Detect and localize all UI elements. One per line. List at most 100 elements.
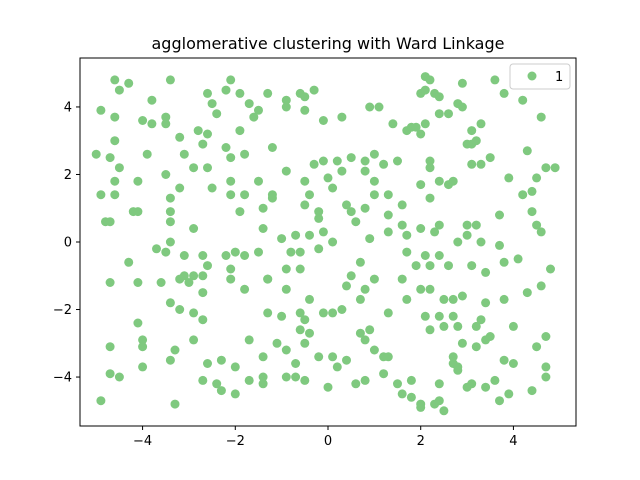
data-point (267, 193, 277, 203)
x-tick-label: 2 (417, 434, 425, 449)
data-point (499, 257, 509, 267)
data-point (165, 207, 175, 217)
data-point (281, 284, 291, 294)
data-point (240, 190, 250, 200)
data-point (420, 311, 430, 321)
data-point (355, 328, 365, 338)
data-point (221, 143, 231, 152)
data-point (513, 254, 523, 264)
data-point (342, 281, 351, 291)
data-point (337, 305, 347, 314)
data-point (138, 362, 148, 372)
data-point (281, 264, 291, 274)
data-point (300, 176, 310, 186)
data-point (179, 149, 189, 159)
data-point (138, 335, 148, 345)
data-point (379, 159, 389, 169)
data-point (546, 264, 555, 274)
data-point (221, 251, 231, 260)
data-point (203, 163, 212, 173)
data-point (439, 294, 449, 304)
data-point (105, 342, 115, 352)
data-point (416, 284, 426, 294)
data-point (277, 234, 287, 244)
data-point (388, 119, 398, 129)
data-point (138, 342, 148, 352)
data-point (198, 251, 208, 260)
data-point (114, 163, 124, 173)
data-point (536, 281, 546, 291)
data-point (328, 183, 338, 193)
data-point (434, 109, 444, 119)
data-point (309, 159, 319, 169)
data-point (156, 278, 166, 287)
data-point (300, 105, 310, 115)
data-point (133, 176, 143, 186)
data-point (323, 173, 333, 183)
data-point (434, 92, 444, 102)
data-point (457, 78, 467, 88)
data-point (254, 247, 263, 257)
data-point (383, 227, 393, 237)
data-point (527, 186, 537, 196)
data-point (397, 274, 407, 284)
data-point (189, 335, 199, 345)
data-point (147, 119, 157, 129)
data-point (397, 200, 407, 210)
data-point (360, 156, 370, 166)
data-point (453, 237, 463, 247)
data-point (314, 244, 324, 254)
data-point (147, 95, 157, 105)
data-point (360, 375, 370, 385)
data-point (508, 359, 518, 368)
data-point (448, 294, 458, 304)
data-point (416, 399, 426, 409)
data-point (425, 284, 435, 294)
y-axis-ticks: −4 −2 0 2 4 (53, 100, 80, 386)
data-point (383, 308, 393, 318)
data-point (235, 88, 245, 98)
data-point (490, 75, 500, 85)
data-point (471, 321, 481, 331)
data-point (495, 210, 504, 220)
data-point (314, 207, 324, 217)
data-point (462, 230, 472, 240)
data-point (365, 325, 375, 335)
data-point (300, 92, 310, 102)
data-point (281, 166, 291, 176)
data-point (295, 308, 305, 318)
data-point (365, 102, 375, 112)
data-point (110, 112, 120, 122)
data-point (346, 271, 356, 281)
data-point (448, 352, 458, 362)
data-point (481, 382, 491, 392)
y-tick-label: 0 (64, 236, 72, 251)
data-point (471, 342, 481, 352)
data-point (383, 352, 393, 362)
data-point (281, 95, 291, 105)
data-point (226, 190, 236, 200)
data-point (495, 396, 504, 406)
data-point (360, 166, 370, 176)
data-point (425, 261, 435, 271)
data-point (240, 284, 250, 294)
data-point (240, 251, 250, 260)
data-point (110, 190, 120, 200)
data-point (175, 132, 185, 142)
data-point (481, 267, 491, 277)
data-point (508, 321, 518, 331)
data-point (444, 109, 453, 119)
data-point (272, 338, 282, 348)
data-point (138, 116, 148, 125)
data-point (198, 315, 208, 325)
data-point (142, 149, 152, 159)
data-point (393, 156, 402, 166)
data-point (360, 335, 370, 345)
data-point (425, 75, 435, 85)
y-tick-label: 4 (64, 100, 72, 115)
data-point (105, 217, 115, 227)
data-point (402, 294, 412, 304)
data-point (518, 95, 528, 105)
data-point (532, 342, 542, 352)
data-point (96, 105, 106, 115)
